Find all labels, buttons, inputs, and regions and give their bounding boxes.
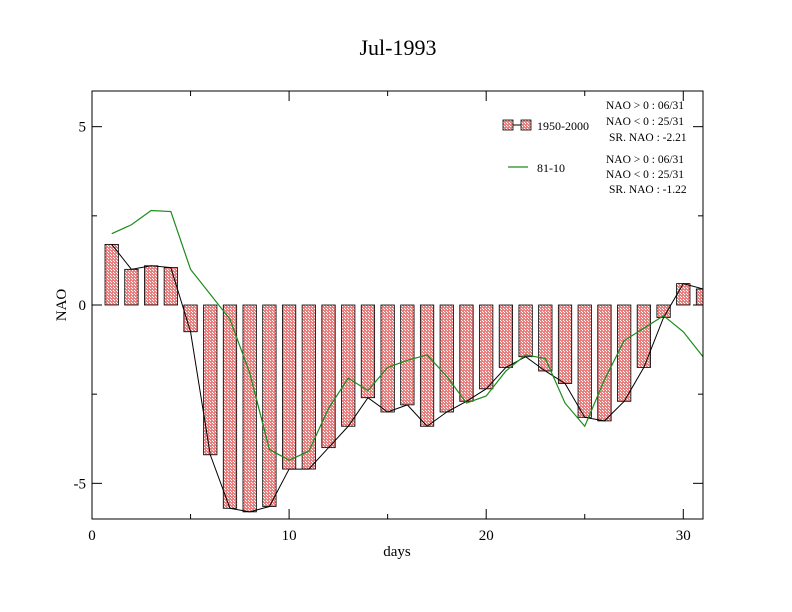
bar-day-15 — [380, 304, 395, 413]
x-tick-label-10: 10 — [282, 528, 297, 544]
bar-day-1 — [104, 243, 119, 306]
plot-area — [104, 209, 704, 513]
legend-stat-1950-2000-sr: SR. NAO : -2.21 — [609, 132, 687, 144]
bar-day-23 — [538, 304, 553, 372]
y-axis-label: NAO — [54, 289, 70, 322]
legend-stat-81-10-neg: NAO < 0 : 25/31 — [606, 169, 684, 181]
bar-day-7 — [222, 304, 238, 509]
legend-swatch-1950-2000-right — [520, 119, 532, 131]
bar-day-2 — [124, 268, 139, 306]
legend-stat-81-10-sr: SR. NAO : -1.22 — [609, 184, 687, 196]
series-line-1950-2000 — [111, 244, 704, 513]
bar-day-3 — [144, 265, 159, 306]
plot-frame — [91, 90, 704, 520]
y-tick-label-5: 5 — [79, 120, 87, 136]
bar-day-8 — [242, 304, 257, 513]
bar-day-5 — [183, 304, 198, 333]
bar-day-19 — [459, 304, 474, 402]
y-tick-label-0: 0 — [79, 298, 87, 314]
bar-day-31 — [695, 288, 704, 306]
legend: 1950-2000 NAO > 0 : 06/31 NAO < 0 : 25/3… — [502, 100, 687, 196]
legend-label-81-10: 81-10 — [537, 161, 565, 175]
bar-day-14 — [360, 304, 376, 399]
bar-day-21 — [498, 304, 514, 368]
legend-stat-1950-2000-neg: NAO < 0 : 25/31 — [606, 116, 684, 128]
bar-day-6 — [203, 304, 218, 456]
bar-day-9 — [262, 304, 277, 507]
legend-stat-81-10-pos: NAO > 0 : 06/31 — [606, 154, 684, 166]
x-tick-label-30: 30 — [676, 528, 691, 544]
axis-ticks: 0 10 20 30 -5 0 5 — [74, 91, 703, 544]
legend-stat-1950-2000-pos: NAO > 0 : 06/31 — [606, 100, 684, 112]
legend-swatch-1950-2000-left — [502, 119, 514, 131]
y-tick-label--5: -5 — [74, 476, 87, 492]
bar-day-11 — [301, 304, 316, 470]
bar-day-25 — [577, 304, 592, 418]
chart-title: Jul-1993 — [360, 35, 437, 60]
bar-day-28 — [636, 304, 651, 368]
bar-day-4 — [163, 267, 178, 306]
x-tick-label-0: 0 — [88, 528, 96, 544]
bar-day-22 — [518, 304, 533, 358]
bar-day-20 — [479, 304, 494, 390]
bar-day-17 — [419, 304, 435, 427]
x-axis-label: days — [383, 544, 411, 560]
bar-day-18 — [439, 304, 454, 413]
bar-day-27 — [617, 304, 632, 402]
bar-day-13 — [341, 304, 356, 427]
bar-day-16 — [400, 304, 415, 406]
legend-label-1950-2000: 1950-2000 — [537, 119, 589, 133]
bar-day-26 — [597, 304, 612, 422]
x-tick-label-20: 20 — [479, 528, 494, 544]
bar-day-12 — [321, 304, 336, 449]
bar-day-30 — [676, 283, 691, 306]
series-line-81-10 — [111, 209, 704, 461]
bar-day-24 — [557, 304, 573, 384]
bar-day-10 — [281, 304, 297, 470]
